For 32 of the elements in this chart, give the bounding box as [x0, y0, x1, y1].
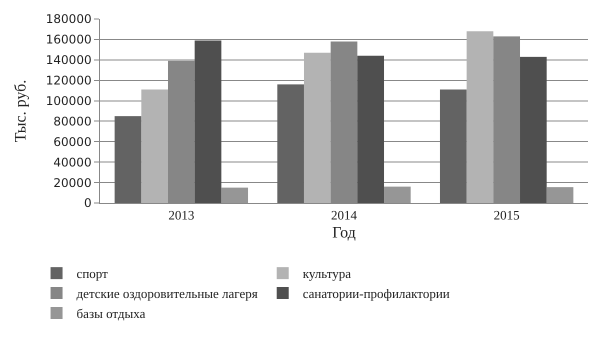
- y-tick-label: 120000: [46, 74, 92, 88]
- y-tick-label: 100000: [46, 94, 92, 108]
- legend-label: культура: [302, 266, 352, 282]
- y-tick-label: 80000: [53, 114, 92, 128]
- y-tick-label: 140000: [46, 53, 92, 68]
- bar: [440, 90, 467, 203]
- bar: [221, 188, 248, 203]
- legend-label: детские оздоровительные лагеря: [76, 286, 258, 302]
- bar: [114, 116, 142, 203]
- bar: [357, 56, 384, 203]
- y-tick-label: 160000: [46, 32, 92, 47]
- legend-label: базы отдыха: [76, 306, 146, 322]
- bar: [141, 90, 168, 203]
- legend-label: санатории-профилактории: [302, 286, 450, 302]
- x-tick-label: 2013: [168, 208, 194, 223]
- bar: [520, 56, 547, 203]
- y-tick-label: 0: [84, 196, 92, 210]
- bar: [384, 186, 411, 203]
- y-tick-label: 40000: [53, 155, 92, 170]
- y-tick-label: 60000: [53, 134, 92, 149]
- bar: [546, 187, 574, 203]
- bar: [194, 40, 222, 203]
- legend-label: спорт: [76, 266, 108, 282]
- x-tick-label: 2015: [494, 208, 520, 223]
- y-tick-label: 180000: [46, 12, 92, 26]
- bar: [304, 52, 331, 203]
- y-axis-title: Тыс. руб.: [12, 80, 30, 142]
- x-tick-label: 2014: [331, 208, 358, 223]
- x-axis-title: Год: [332, 224, 356, 242]
- y-tick-label: 20000: [53, 176, 92, 190]
- bar: [277, 84, 304, 203]
- bar: [466, 31, 494, 203]
